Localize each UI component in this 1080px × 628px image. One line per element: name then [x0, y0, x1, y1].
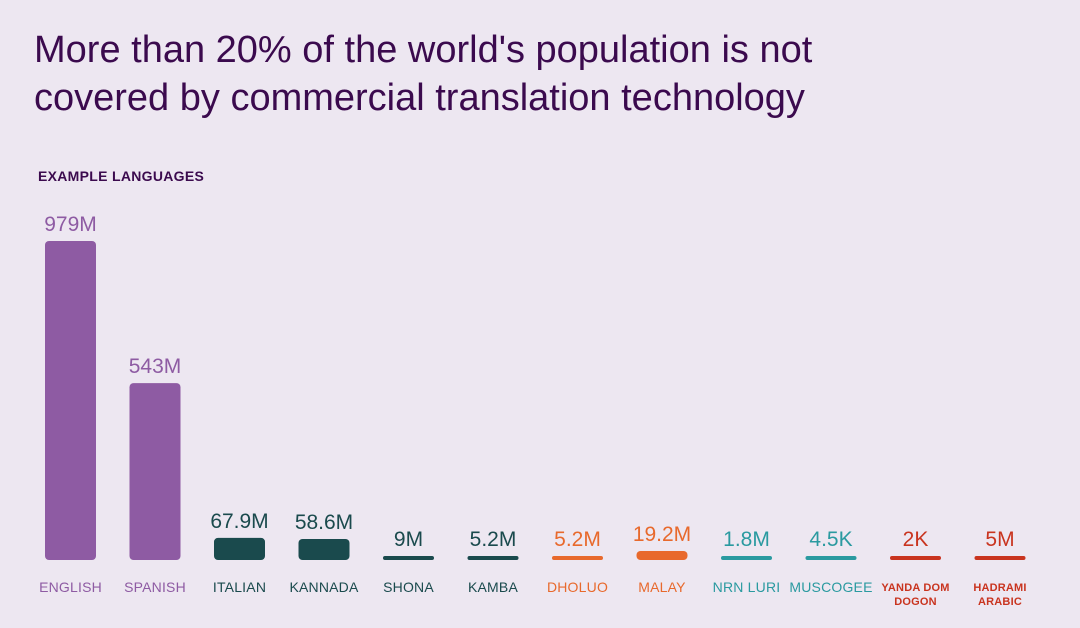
category-label-hadrami-arabic: HADRAMI ARABIC	[973, 582, 1026, 608]
bar-dholuo	[552, 556, 603, 560]
category-label-italian: ITALIAN	[213, 579, 266, 595]
bar-kamba	[467, 556, 519, 560]
value-label-kannada: 58.6M	[295, 511, 353, 534]
value-label-yanda-dom-dogon: 2K	[903, 528, 929, 551]
value-label-kamba: 5.2M	[470, 528, 517, 551]
bar-spanish	[129, 383, 181, 560]
bar-muscogee	[805, 556, 857, 560]
bar-malay	[636, 551, 688, 560]
bar-hadrami-arabic	[974, 556, 1026, 560]
bar-italian	[214, 537, 265, 560]
value-label-dholuo: 5.2M	[554, 528, 601, 551]
category-label-kannada: KANNADA	[289, 579, 359, 595]
value-label-shona: 9M	[394, 528, 423, 551]
category-label-malay: MALAY	[638, 579, 686, 595]
bar-english	[45, 241, 96, 560]
value-label-italian: 67.9M	[210, 510, 268, 533]
category-label-nrn-luri: NRN LURI	[713, 579, 781, 595]
category-label-dholuo: DHOLUO	[547, 579, 608, 595]
category-label-spanish: SPANISH	[124, 579, 186, 595]
category-label-yanda-dom-dogon: YANDA DOM DOGON	[881, 582, 949, 608]
value-label-muscogee: 4.5K	[809, 528, 852, 551]
category-label-kamba: KAMBA	[468, 579, 518, 595]
category-label-english: ENGLISH	[39, 579, 102, 595]
bar-yanda-dom-dogon	[890, 556, 941, 560]
category-label-shona: SHONA	[383, 579, 434, 595]
chart-title: More than 20% of the world's population …	[34, 29, 813, 119]
chart-subtitle: EXAMPLE LANGUAGES	[38, 168, 205, 184]
value-label-malay: 19.2M	[633, 523, 691, 546]
value-label-hadrami-arabic: 5M	[985, 528, 1014, 551]
value-label-english: 979M	[44, 213, 97, 236]
bar-nrn-luri	[721, 556, 772, 560]
value-label-nrn-luri: 1.8M	[723, 528, 770, 551]
bar-kannada	[298, 539, 350, 560]
bar-shona	[383, 556, 434, 560]
value-label-spanish: 543M	[129, 355, 182, 378]
category-label-muscogee: MUSCOGEE	[789, 579, 872, 595]
